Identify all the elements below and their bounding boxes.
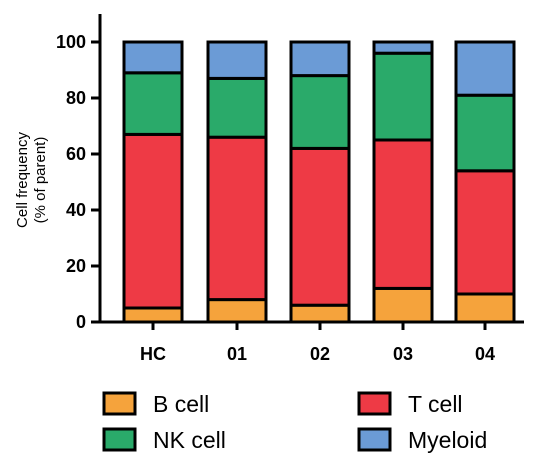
y-tick-label: 60 [66, 144, 86, 164]
bar-segment-myeloid [206, 40, 268, 80]
bar-segment-t-cell [372, 138, 434, 290]
bar-segment-b-cell [206, 298, 268, 324]
bar-segment-myeloid [122, 40, 184, 75]
y-axis-title-line2: (% of parent) [32, 137, 49, 224]
legend-swatch-t-cell [357, 391, 392, 416]
x-tick-label: 03 [393, 344, 413, 364]
y-axis-title: Cell frequency (% of parent) [14, 132, 49, 228]
y-tick-label: 20 [66, 256, 86, 276]
x-tick-label: HC [140, 344, 166, 364]
bar-segment-myeloid [454, 40, 516, 97]
y-axis-title-line1: Cell frequency [14, 132, 31, 228]
bar-segment-b-cell [454, 292, 516, 324]
bar-segment-t-cell [206, 135, 268, 302]
bar-segment-b-cell [372, 286, 434, 324]
legend-label: B cell [153, 391, 209, 417]
bar-segment-myeloid [372, 40, 434, 55]
legend-swatch-myeloid [357, 427, 392, 452]
bar-segment-b-cell [122, 306, 184, 324]
bars [122, 40, 516, 324]
x-tick-label: 01 [227, 344, 247, 364]
legend-label: T cell [408, 391, 463, 417]
bar-segment-nk-cell [206, 76, 268, 139]
legend: B cell T cell NK cell Myeloid [102, 391, 487, 453]
x-axis: HC 01 02 03 04 [99, 320, 524, 364]
bar-segment-myeloid [289, 40, 351, 78]
legend-swatch-nk-cell [102, 427, 137, 452]
y-tick-label: 80 [66, 88, 86, 108]
bar-segment-t-cell [122, 132, 184, 310]
y-axis: 0 20 40 60 80 100 [56, 14, 102, 332]
bar-segment-b-cell [289, 303, 351, 324]
bar-segment-nk-cell [454, 93, 516, 173]
bar-segment-nk-cell [122, 71, 184, 136]
legend-label: NK cell [153, 427, 226, 453]
x-tick-label: 02 [310, 344, 330, 364]
bar-segment-t-cell [454, 169, 516, 296]
y-tick-label: 100 [56, 32, 86, 52]
bar-segment-nk-cell [372, 51, 434, 142]
x-tick-label: 04 [475, 344, 495, 364]
y-tick-label: 40 [66, 200, 86, 220]
y-tick-label: 0 [76, 312, 86, 332]
legend-label: Myeloid [408, 427, 487, 453]
legend-swatch-b-cell [102, 391, 137, 416]
bar-segment-nk-cell [289, 74, 351, 150]
bar-segment-t-cell [289, 146, 351, 307]
